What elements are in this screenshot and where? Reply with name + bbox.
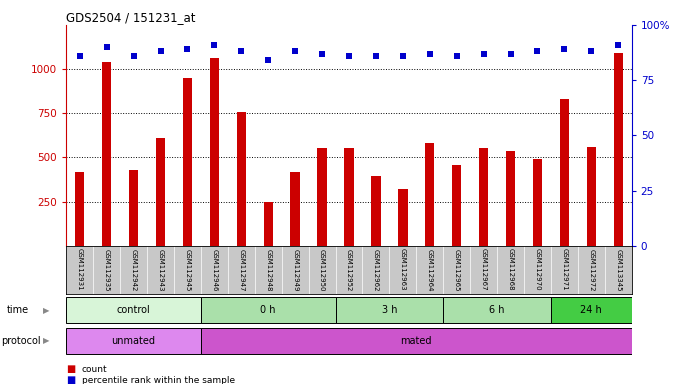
Point	[532, 48, 543, 55]
Bar	[156, 138, 165, 246]
Point	[236, 48, 247, 55]
Bar	[201, 297, 336, 323]
Point	[101, 44, 112, 50]
Text: percentile rank within the sample: percentile rank within the sample	[82, 376, 235, 384]
Point	[478, 51, 489, 57]
Point	[343, 53, 355, 59]
Text: GSM112945: GSM112945	[184, 248, 191, 291]
Point	[424, 51, 436, 57]
Text: GSM112935: GSM112935	[104, 248, 110, 291]
Point	[559, 46, 570, 52]
Text: protocol: protocol	[1, 336, 41, 346]
Text: 6 h: 6 h	[489, 305, 505, 315]
Text: GSM112972: GSM112972	[588, 248, 594, 291]
Text: GSM112948: GSM112948	[265, 248, 272, 291]
Bar	[452, 164, 461, 246]
Bar	[264, 202, 273, 246]
Bar	[533, 159, 542, 246]
Bar	[506, 151, 515, 246]
Text: ▶: ▶	[43, 336, 50, 345]
Bar	[290, 172, 300, 246]
Point	[316, 51, 327, 57]
Bar	[551, 297, 632, 323]
Text: control: control	[117, 305, 151, 315]
Text: ■: ■	[66, 375, 75, 384]
Point	[586, 48, 597, 55]
Text: GSM112947: GSM112947	[238, 248, 244, 291]
Bar	[75, 172, 84, 246]
Bar	[443, 297, 551, 323]
Text: ■: ■	[66, 364, 75, 374]
Bar	[209, 58, 219, 246]
Text: GSM112963: GSM112963	[400, 248, 406, 291]
Text: GSM112970: GSM112970	[535, 248, 540, 291]
Bar	[237, 111, 246, 246]
Text: 0 h: 0 h	[260, 305, 276, 315]
Bar	[318, 148, 327, 246]
Bar	[183, 78, 192, 246]
Text: 24 h: 24 h	[581, 305, 602, 315]
Text: GSM112968: GSM112968	[507, 248, 514, 291]
Bar	[614, 53, 623, 246]
Text: unmated: unmated	[112, 336, 156, 346]
Text: GSM112946: GSM112946	[211, 248, 217, 291]
Point	[155, 48, 166, 55]
Bar	[344, 148, 354, 246]
Text: GSM112967: GSM112967	[481, 248, 487, 291]
Text: mated: mated	[401, 336, 432, 346]
Point	[182, 46, 193, 52]
Bar	[425, 143, 434, 246]
Point	[613, 42, 624, 48]
Text: count: count	[82, 365, 107, 374]
Text: ▶: ▶	[43, 306, 50, 314]
Point	[262, 57, 274, 63]
Text: GSM112971: GSM112971	[561, 248, 567, 291]
Bar	[560, 99, 569, 246]
Text: GSM112952: GSM112952	[346, 248, 352, 291]
Point	[290, 48, 301, 55]
Point	[451, 53, 462, 59]
Point	[128, 53, 139, 59]
Text: GSM112942: GSM112942	[131, 248, 137, 291]
Text: GDS2504 / 151231_at: GDS2504 / 151231_at	[66, 11, 196, 24]
Text: 3 h: 3 h	[382, 305, 397, 315]
Point	[74, 53, 85, 59]
Bar	[102, 62, 112, 246]
Bar	[479, 148, 489, 246]
Bar	[336, 297, 443, 323]
Text: GSM112949: GSM112949	[292, 248, 298, 291]
Point	[397, 53, 408, 59]
Bar	[201, 328, 632, 354]
Bar	[398, 189, 408, 246]
Point	[371, 53, 382, 59]
Text: time: time	[7, 305, 29, 315]
Text: GSM112950: GSM112950	[319, 248, 325, 291]
Text: GSM112964: GSM112964	[426, 248, 433, 291]
Point	[505, 51, 516, 57]
Text: GSM112943: GSM112943	[158, 248, 163, 291]
Bar	[129, 170, 138, 246]
Bar	[586, 147, 596, 246]
Text: GSM112962: GSM112962	[373, 248, 379, 291]
Bar	[66, 297, 201, 323]
Text: GSM112931: GSM112931	[77, 248, 83, 291]
Text: GSM113345: GSM113345	[615, 248, 621, 291]
Point	[209, 42, 220, 48]
Bar	[66, 328, 201, 354]
Bar	[371, 176, 380, 246]
Text: GSM112965: GSM112965	[454, 248, 460, 291]
